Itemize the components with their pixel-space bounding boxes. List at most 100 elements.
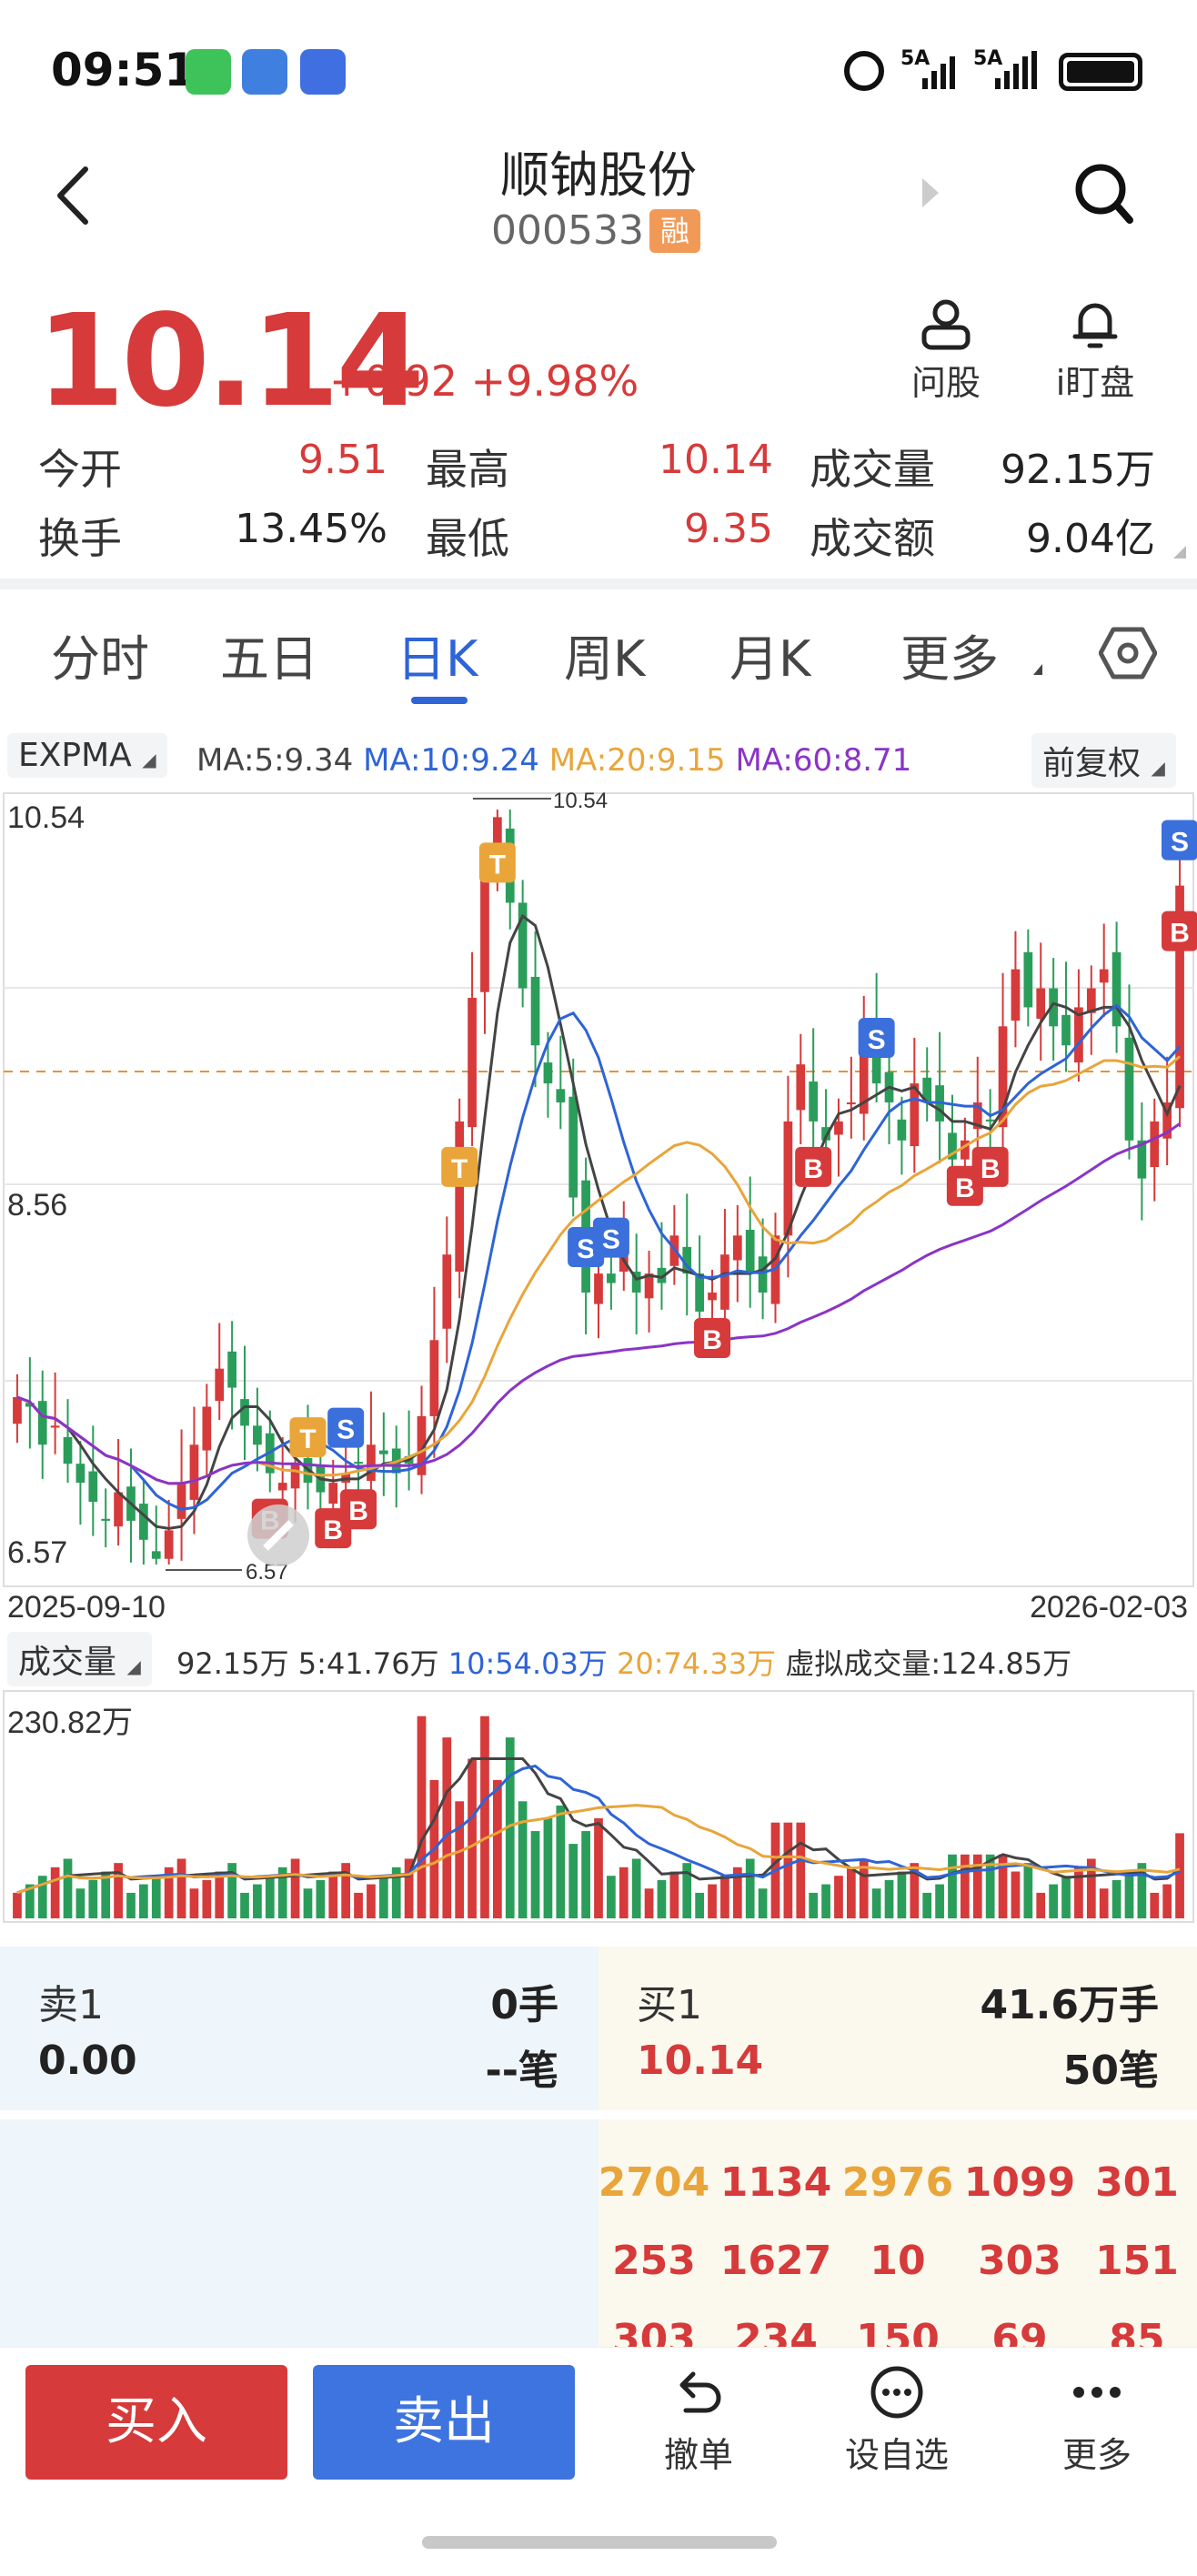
kline-chart[interactable]: BBBTTTSSSBBBBSSSB 10.54 8.56 6.57 10.54 … <box>0 782 1197 1628</box>
signal-label: 5A <box>900 47 930 70</box>
chart-settings-button[interactable] <box>1098 626 1158 684</box>
volume-chart[interactable]: 230.82万 <box>0 1687 1197 1924</box>
signal-marker-t <box>289 1417 327 1458</box>
volume-indicator-select[interactable]: 成交量 ◢ <box>7 1632 152 1686</box>
candle-body <box>417 1415 427 1475</box>
signal-marker-label: B <box>323 1515 343 1545</box>
volume-bar <box>631 1858 641 1918</box>
add-watchlist-button[interactable]: 设自选 <box>824 2365 970 2477</box>
candle-body <box>101 1518 111 1521</box>
queue-cell: 2976 <box>841 2159 954 2206</box>
candle-body <box>796 1064 806 1111</box>
candle-body <box>720 1254 729 1310</box>
buy-button[interactable]: 买入 <box>25 2365 287 2480</box>
signal-marker-label: B <box>348 1496 368 1526</box>
signal-marker-label: B <box>981 1154 1001 1184</box>
volume-ma20: 20:74.33万 <box>617 1646 777 1681</box>
home-indicator <box>422 2536 777 2549</box>
y-axis-top: 10.54 <box>7 800 85 835</box>
volume-bar <box>63 1858 73 1918</box>
wechat-icon <box>186 49 231 95</box>
tab-weekly-k[interactable]: 周K <box>564 630 646 688</box>
ma-legend: MA:5:9.34 MA:10:9.24 MA:20:9.15 MA:60:8.… <box>196 742 911 779</box>
volume-bar <box>619 1867 629 1918</box>
adjust-select[interactable]: 前复权 ◢ <box>1031 733 1176 788</box>
signal-icon-2: 5A <box>973 47 1037 89</box>
candle-body <box>63 1436 73 1464</box>
ask-stock-button[interactable]: 问股 <box>895 297 997 405</box>
sell-button[interactable]: 卖出 <box>313 2365 575 2480</box>
candle-body <box>644 1273 654 1299</box>
queue-cell: 1099 <box>963 2159 1076 2206</box>
signal-marker-s <box>1162 820 1197 860</box>
tab-monthly-k[interactable]: 月K <box>729 630 811 688</box>
volume-bar <box>998 1854 1008 1918</box>
queue-cell: 10 <box>870 2238 926 2284</box>
candle-body <box>1150 1121 1160 1168</box>
cancel-order-label: 撤单 <box>663 2435 733 2475</box>
queue-cell: 151 <box>1095 2238 1179 2284</box>
volume-bar <box>1162 1884 1172 1918</box>
shield-app-icon <box>300 49 346 95</box>
candle-body <box>846 1102 856 1105</box>
volume-bar <box>101 1871 111 1918</box>
volume-bar <box>1112 1879 1122 1918</box>
candle-body <box>682 1246 692 1274</box>
candle-body <box>1162 1102 1172 1139</box>
add-watchlist-label: 设自选 <box>844 2435 949 2475</box>
candle-body <box>695 1273 705 1312</box>
signal-marker-label: T <box>299 1424 316 1454</box>
more-actions-button[interactable]: 更多 <box>1024 2365 1170 2477</box>
volume-virtual: 虚拟成交量:124.85万 <box>785 1646 1072 1681</box>
ask-stock-icon <box>921 299 971 350</box>
signal-icon: 5A <box>900 47 955 89</box>
tab-daily-k[interactable]: 日K <box>397 630 478 688</box>
volume-bar <box>139 1884 148 1918</box>
volume-bar <box>745 1858 755 1918</box>
price-change: +0.92 +9.98% <box>329 357 639 406</box>
watch-button[interactable]: i盯盘 <box>1044 297 1146 405</box>
volume-bar <box>568 1844 578 1918</box>
volume-bar <box>910 1863 920 1918</box>
indicator-select[interactable]: EXPMA ◢ <box>7 733 167 778</box>
back-button[interactable] <box>51 164 96 227</box>
tab-intraday[interactable]: 分时 <box>51 630 149 688</box>
signal-bars-icon <box>922 56 955 89</box>
search-button[interactable] <box>1073 162 1133 226</box>
volume-bar <box>1036 1892 1046 1918</box>
tab-five-day[interactable]: 五日 <box>220 630 318 688</box>
candle-body <box>1011 969 1021 1021</box>
signal-marker-label: T <box>489 850 506 880</box>
buy1-label: 买1 <box>637 1982 702 2028</box>
y-axis-mid: 8.56 <box>7 1188 67 1223</box>
candle-body <box>290 1464 300 1489</box>
tab-more[interactable]: 更多 <box>900 630 999 688</box>
bell-icon <box>1072 303 1118 348</box>
buy-panel <box>598 1947 1197 2110</box>
volume-current: 92.15万 <box>176 1646 289 1681</box>
volume-bar <box>13 1892 22 1918</box>
volume-bar <box>88 1879 98 1918</box>
ma60-line <box>16 1122 1181 1485</box>
volume-bar <box>783 1822 793 1918</box>
candle-body <box>834 1121 843 1135</box>
volume-bar <box>720 1876 729 1918</box>
stat-value-open: 9.51 <box>298 437 387 483</box>
change-amount: +0.92 <box>329 357 458 406</box>
volume-bar <box>556 1805 566 1918</box>
queue-cell: 303 <box>978 2238 1061 2284</box>
volume-bar <box>1049 1884 1058 1918</box>
volume-bar <box>1099 1888 1109 1918</box>
ma5-line <box>16 913 1182 1530</box>
signal-marker-label: B <box>1170 919 1190 949</box>
volume-bar <box>846 1867 856 1918</box>
candle-body <box>114 1492 123 1527</box>
y-axis-bottom: 6.57 <box>7 1535 67 1570</box>
volume-bar <box>581 1831 590 1918</box>
sell1-count: --笔 <box>485 2048 558 2094</box>
candle-body <box>1074 1007 1083 1063</box>
expand-corner-icon[interactable] <box>1173 546 1186 558</box>
cancel-order-button[interactable]: 撤单 <box>626 2365 771 2477</box>
signal-marker-b <box>971 1146 1009 1187</box>
next-stock-arrow[interactable] <box>922 178 939 207</box>
